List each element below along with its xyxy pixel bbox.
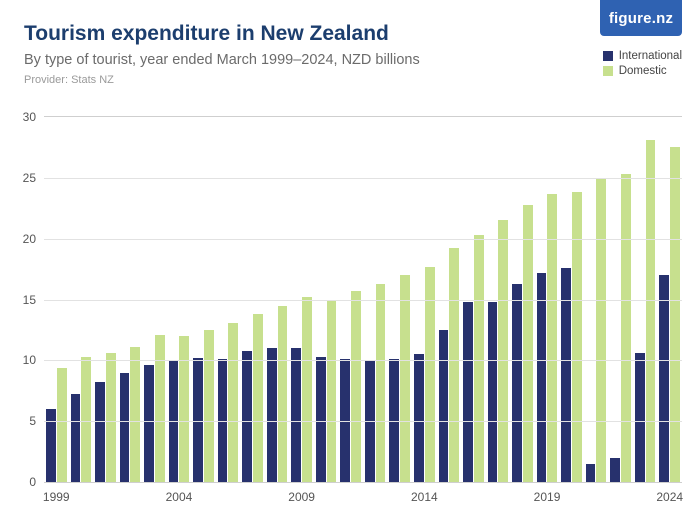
bar [144,365,154,482]
bar [291,348,301,482]
bar [610,458,620,482]
bar [179,336,189,482]
legend-label: Domestic [619,65,667,77]
ytick-label: 20 [23,232,36,246]
bar [71,394,81,482]
xtick-label: 2019 [534,490,561,504]
bar [586,464,596,482]
legend-swatch [603,66,613,76]
chart-provider: Provider: Stats NZ [24,74,700,86]
xtick-label: 2004 [166,490,193,504]
ytick-label: 30 [23,110,36,124]
brand-logo-text: figure.nz [609,10,673,27]
chart-plot: 051015202530199920042009201420192024 [44,116,682,483]
bar [155,335,165,482]
gridline [44,178,682,179]
bar [130,347,140,482]
bar [267,348,277,482]
bar [81,357,91,482]
gridline [44,300,682,301]
bar [316,357,326,482]
legend-item: International [603,50,682,62]
brand-logo: figure.nz [600,0,682,36]
bar [376,284,386,482]
legend-item: Domestic [603,65,682,77]
legend-label: International [619,50,682,62]
ytick-label: 0 [29,475,36,489]
bar [474,235,484,482]
chart-area: 051015202530199920042009201420192024 [44,116,682,483]
bar [351,291,361,482]
xtick-label: 2009 [288,490,315,504]
bar [414,354,424,482]
chart-subtitle: By type of tourist, year ended March 199… [24,52,700,68]
bar [327,300,337,483]
bar [572,192,582,482]
bar [193,358,203,482]
bar [547,194,557,482]
bar [57,368,67,482]
bar [106,353,116,482]
bar [498,220,508,482]
gridline [44,421,682,422]
bar [95,382,105,482]
bar [596,178,606,482]
xtick-label: 2024 [656,490,683,504]
gridline [44,239,682,240]
bar [512,284,522,482]
bar [523,205,533,482]
bar [488,302,498,482]
legend-swatch [603,51,613,61]
bar [278,306,288,482]
bar [400,275,410,482]
bar [120,373,130,483]
xtick-label: 2014 [411,490,438,504]
bar [537,273,547,482]
bar [204,330,214,482]
ytick-label: 15 [23,293,36,307]
bar [635,353,645,482]
ytick-label: 5 [29,414,36,428]
bar [46,409,56,482]
bar [242,351,252,482]
bar [302,297,312,482]
bar [228,323,238,482]
bar [463,302,473,482]
xtick-label: 1999 [43,490,70,504]
ytick-label: 25 [23,171,36,185]
chart-header: Tourism expenditure in New Zealand By ty… [0,0,700,86]
bar [439,330,449,482]
chart-legend: International Domestic [603,50,682,80]
bar [253,314,263,482]
bar [621,174,631,482]
bar [646,140,656,482]
ytick-label: 10 [23,353,36,367]
chart-title: Tourism expenditure in New Zealand [24,22,700,46]
gridline [44,360,682,361]
bar [449,248,459,482]
bar [670,147,680,482]
bar [659,275,669,482]
